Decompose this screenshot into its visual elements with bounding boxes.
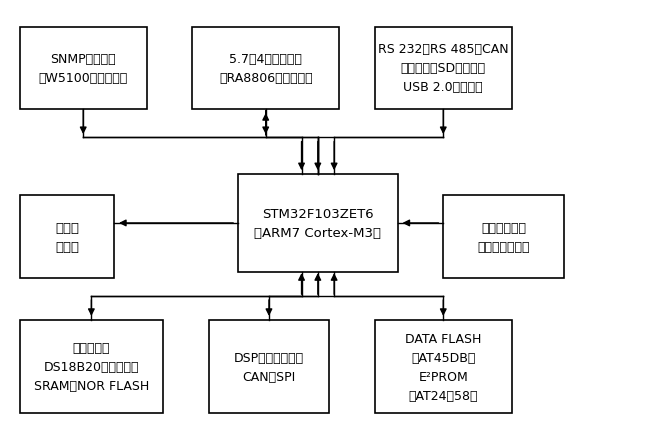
Text: www.elecians.com: www.elecians.com (270, 240, 366, 249)
Text: （ARM7 Cortex-M3）: （ARM7 Cortex-M3） (254, 227, 381, 240)
Bar (192, 28, 339, 110)
Text: 温度传感器: 温度传感器 (72, 341, 110, 354)
Text: 指示灯: 指示灯 (55, 240, 79, 253)
Bar (444, 196, 564, 278)
Text: DATA FLASH: DATA FLASH (405, 332, 481, 345)
Bar (20, 28, 147, 110)
Text: RS 232、RS 485、CAN: RS 232、RS 485、CAN (378, 43, 509, 56)
Text: DS18B20，总线扩展: DS18B20，总线扩展 (44, 360, 139, 373)
Text: STM32F103ZET6: STM32F103ZET6 (262, 207, 374, 221)
Text: DSP通信接口复用: DSP通信接口复用 (234, 351, 304, 364)
Bar (209, 320, 329, 413)
Bar (20, 320, 163, 413)
Bar (20, 196, 114, 278)
Text: （RA8806控制芯片）: （RA8806控制芯片） (219, 71, 313, 85)
Text: 设备开关复位: 设备开关复位 (481, 221, 526, 234)
Bar (238, 175, 398, 272)
Text: CAN，SPI: CAN，SPI (242, 370, 295, 383)
Text: （AT45DB）: （AT45DB） (411, 351, 475, 364)
Text: E²PROM: E²PROM (418, 370, 468, 383)
Text: （W5100控制芯片）: （W5100控制芯片） (39, 71, 128, 85)
Bar (375, 28, 512, 110)
Text: 总线接口、SD卡接口、: 总线接口、SD卡接口、 (401, 62, 486, 75)
Text: SRAM，NOR FLASH: SRAM，NOR FLASH (34, 379, 149, 392)
Text: 按键，中断入口: 按键，中断入口 (477, 240, 530, 253)
Text: 蜂鸣器: 蜂鸣器 (55, 221, 79, 234)
Text: 5.7冄4灰阶触摸屏: 5.7冄4灰阶触摸屏 (229, 52, 302, 65)
Text: USB 2.0从机接口: USB 2.0从机接口 (404, 81, 483, 94)
Text: SNMP网络接口: SNMP网络接口 (51, 52, 116, 65)
Text: （AT24，58）: （AT24，58） (408, 389, 478, 402)
Bar (375, 320, 512, 413)
